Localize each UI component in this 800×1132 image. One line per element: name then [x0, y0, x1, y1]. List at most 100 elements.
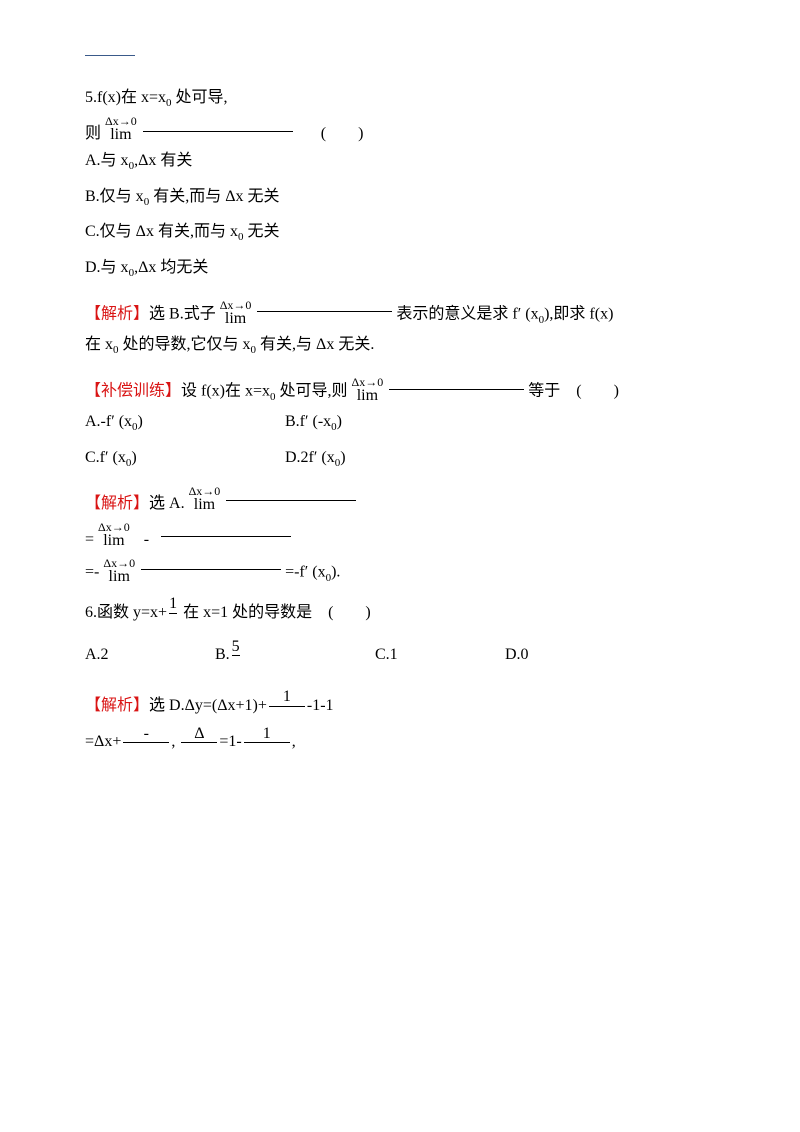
bonus-lbl: 【补偿训练】: [85, 383, 181, 400]
bonus-t1: 设 f(x)在 x=x: [181, 383, 270, 400]
bonus-d-1: D.2f′ (x: [285, 449, 335, 466]
bonus-ans-lim3-bot: lim: [103, 569, 135, 585]
q5-text1: f(x)在 x=x: [97, 89, 166, 106]
q6-b-1: B.: [215, 646, 230, 663]
bonus-ans-lim2: Δx→0 lim: [98, 521, 130, 549]
bonus-opt-a: A.-f′ (x0): [85, 404, 285, 439]
q6-frac1: 1: [169, 595, 177, 631]
bonus-b-rp: ): [337, 413, 342, 430]
bonus-ans-lim2-bot: lim: [98, 533, 130, 549]
q6-ans-1: 【解析】选 D.Δy=(Δx+1)+1 -1-1: [85, 688, 730, 724]
q5-lim-bot: lim: [105, 127, 137, 143]
q6-ans-lbl: 【解析】: [85, 697, 149, 714]
bonus-stem: 【补偿训练】设 f(x)在 x=x0 处可导,则 Δx→0 lim 等于 ( ): [85, 376, 730, 404]
q5-d-1: D.与 x: [85, 259, 129, 276]
bonus-lim-bot: lim: [352, 388, 384, 404]
q6-frac-a-d: [123, 742, 169, 761]
q6-frac-c-n: 1: [244, 725, 290, 743]
q5-d-2: ,Δx 均无关: [134, 259, 208, 276]
q5-ans3: ),即求 f(x): [544, 306, 613, 323]
q6-ans-frac1-d: [269, 706, 305, 725]
bonus-t2: 处可导,则: [276, 383, 348, 400]
bonus-ans-lim1: Δx→0 lim: [189, 485, 221, 513]
q6-label: 6.函数 y=x+: [85, 604, 167, 621]
q5-bar: [143, 131, 293, 132]
q5-stem-2: 则 Δx→0 lim ( ): [85, 115, 730, 143]
q6-ans-2: =Δx+- , Δ =1-1 ,: [85, 724, 730, 760]
bonus-c-1: C.f′ (x: [85, 449, 126, 466]
q5-ans5: 处的导数,它仅与 x: [119, 336, 251, 353]
q6-frac1-d: [169, 613, 177, 632]
q5-label: 5.: [85, 89, 97, 106]
q6-opts: A.2 B.5 C.1 D.0: [85, 637, 730, 673]
q6-opt-b: B.5: [215, 637, 375, 673]
q6-ans1: 选 D.Δy=(Δx+1)+: [149, 697, 267, 714]
q5-a-2: ,Δx 有关: [134, 152, 192, 169]
q5-opt-b: B.仅与 x0 有关,而与 Δx 无关: [85, 179, 730, 214]
q6-b-frac: 5: [232, 638, 240, 674]
bonus-opt-c: C.f′ (x0): [85, 440, 285, 475]
bonus-opts-row1: A.-f′ (x0) B.f′ (-x0): [85, 404, 730, 439]
bonus-a-1: A.-f′ (x: [85, 413, 132, 430]
bonus-dash: -: [144, 531, 149, 548]
bonus-ans-bar2: [161, 536, 291, 537]
q5-stem-1: 5.f(x)在 x=x0 处可导,: [85, 80, 730, 115]
q6-opt-d: D.0: [505, 637, 529, 673]
q6-opt-c: C.1: [375, 637, 505, 673]
q6-comma1: ,: [171, 733, 175, 750]
q5-opt-a: A.与 x0,Δx 有关: [85, 143, 730, 178]
q6-mid: =1-: [219, 733, 241, 750]
q5-blank: ( ): [321, 125, 364, 142]
bonus-ans1: 选 A.: [149, 495, 185, 512]
bonus-t3: 等于 ( ): [528, 383, 619, 400]
bonus-ans-bar3: [141, 569, 281, 570]
bonus-ans-3: =- Δx→0 lim =-f′ (x0).: [85, 557, 730, 585]
bonus-eq1: =: [85, 531, 94, 548]
q6-b-n: 5: [232, 638, 240, 656]
q6-b-d: [232, 655, 240, 674]
q5-ans2: 表示的意义是求 f′ (x: [396, 306, 538, 323]
bonus-ans-1: 【解析】选 A. Δx→0 lim: [85, 485, 730, 513]
q5-ans-bar: [257, 311, 392, 312]
bonus-opt-d: D.2f′ (x0): [285, 440, 346, 475]
bonus-lim: Δx→0 lim: [352, 376, 384, 404]
q6-frac-b: Δ: [181, 725, 217, 761]
q5-text2: 处可导,: [172, 89, 228, 106]
bonus-ans-2: = Δx→0 lim -: [85, 521, 730, 549]
q6-frac-b-n: Δ: [181, 725, 217, 743]
q5-ans-lbl: 【解析】: [85, 306, 149, 323]
q6-frac-a: -: [123, 725, 169, 761]
q5-ans-lim-bot: lim: [220, 311, 252, 327]
bonus-a-rp: ): [138, 413, 143, 430]
bonus-b-1: B.f′ (-x: [285, 413, 331, 430]
q6-frac-b-d: [181, 742, 217, 761]
q6-text1: 在 x=1 处的导数是 ( ): [179, 604, 371, 621]
bonus-opt-b: B.f′ (-x0): [285, 404, 342, 439]
q5-ans-2: 在 x0 处的导数,它仅与 x0 有关,与 Δx 无关.: [85, 327, 730, 362]
bonus-eq4: ).: [331, 564, 340, 581]
q5-ans1: 选 B.式子: [149, 306, 216, 323]
q6-ans-frac1: 1: [269, 688, 305, 724]
q6-ans-frac1-n: 1: [269, 688, 305, 706]
q5-opt-d: D.与 x0,Δx 均无关: [85, 250, 730, 285]
q6-eqa: =Δx+: [85, 733, 121, 750]
q5-ans-1: 【解析】选 B.式子 Δx→0 lim 表示的意义是求 f′ (x0),即求 f…: [85, 299, 730, 327]
q6-comma2: ,: [292, 733, 296, 750]
q5-b-1: B.仅与 x: [85, 188, 144, 205]
bonus-eq2: =-: [85, 564, 99, 581]
q5-b-2: 有关,而与 Δx 无关: [149, 188, 279, 205]
header-rule: [85, 55, 135, 56]
q5-a-1: A.与 x: [85, 152, 129, 169]
q6-frac-a-n: -: [123, 725, 169, 743]
q6-frac-c: 1: [244, 725, 290, 761]
q5-ans4: 在 x: [85, 336, 113, 353]
bonus-ans-lbl: 【解析】: [85, 495, 149, 512]
bonus-eq3: =-f′ (x: [285, 564, 326, 581]
bonus-ans-lim3: Δx→0 lim: [103, 557, 135, 585]
bonus-bar: [389, 389, 524, 390]
q5-c-1: C.仅与 Δx 有关,而与 x: [85, 223, 238, 240]
bonus-d-rp: ): [340, 449, 345, 466]
q6-opt-a: A.2: [85, 637, 215, 673]
q6-frac1-n: 1: [169, 595, 177, 613]
q5-ans6: 有关,与 Δx 无关.: [256, 336, 374, 353]
